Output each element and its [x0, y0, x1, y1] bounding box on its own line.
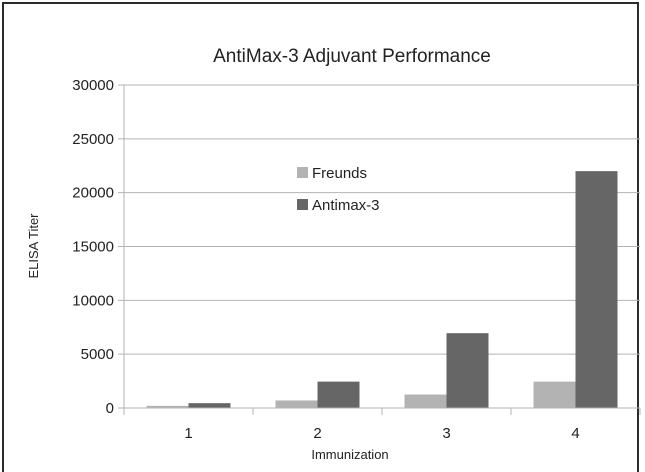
bar-antimax-3-2	[317, 381, 360, 408]
bar-freunds-2	[275, 400, 318, 408]
gridlines	[118, 84, 641, 415]
bars	[146, 171, 618, 408]
bar-freunds-3	[404, 394, 447, 408]
y-tick-label: 15000	[72, 239, 114, 256]
y-tick-label: 20000	[72, 185, 114, 202]
axes	[123, 85, 640, 409]
y-tick-labels: 0 5000 10000 15000 20000 25000 30000	[72, 77, 114, 417]
bar-antimax-3-4	[575, 171, 618, 408]
x-tick-label: 2	[313, 425, 321, 442]
legend-swatch-antimax-3	[297, 199, 308, 210]
chart-title: AntiMax-3 Adjuvant Performance	[213, 46, 491, 67]
y-tick-label: 5000	[81, 346, 114, 363]
y-axis-label: ELISA Titer	[26, 213, 41, 279]
x-axis-label: Immunization	[311, 447, 388, 462]
y-tick-label: 0	[106, 400, 114, 417]
x-tick-label: 1	[184, 425, 192, 442]
bar-freunds-4	[533, 381, 576, 408]
bar-antimax-3-1	[188, 403, 231, 408]
y-tick-label: 25000	[72, 131, 114, 148]
legend-swatch-freunds	[297, 167, 308, 178]
x-tick-label: 4	[571, 425, 579, 442]
y-tick-label: 30000	[72, 77, 114, 94]
legend-label: Freunds	[312, 165, 367, 182]
legend: Freunds Antimax-3	[297, 165, 380, 214]
legend-label: Antimax-3	[312, 197, 380, 214]
x-tick-label: 3	[442, 425, 450, 442]
x-tick-labels: 1 2 3 4	[184, 425, 579, 442]
y-tick-label: 10000	[72, 292, 114, 309]
bar-freunds-1	[146, 405, 189, 408]
bar-antimax-3-3	[446, 333, 489, 408]
